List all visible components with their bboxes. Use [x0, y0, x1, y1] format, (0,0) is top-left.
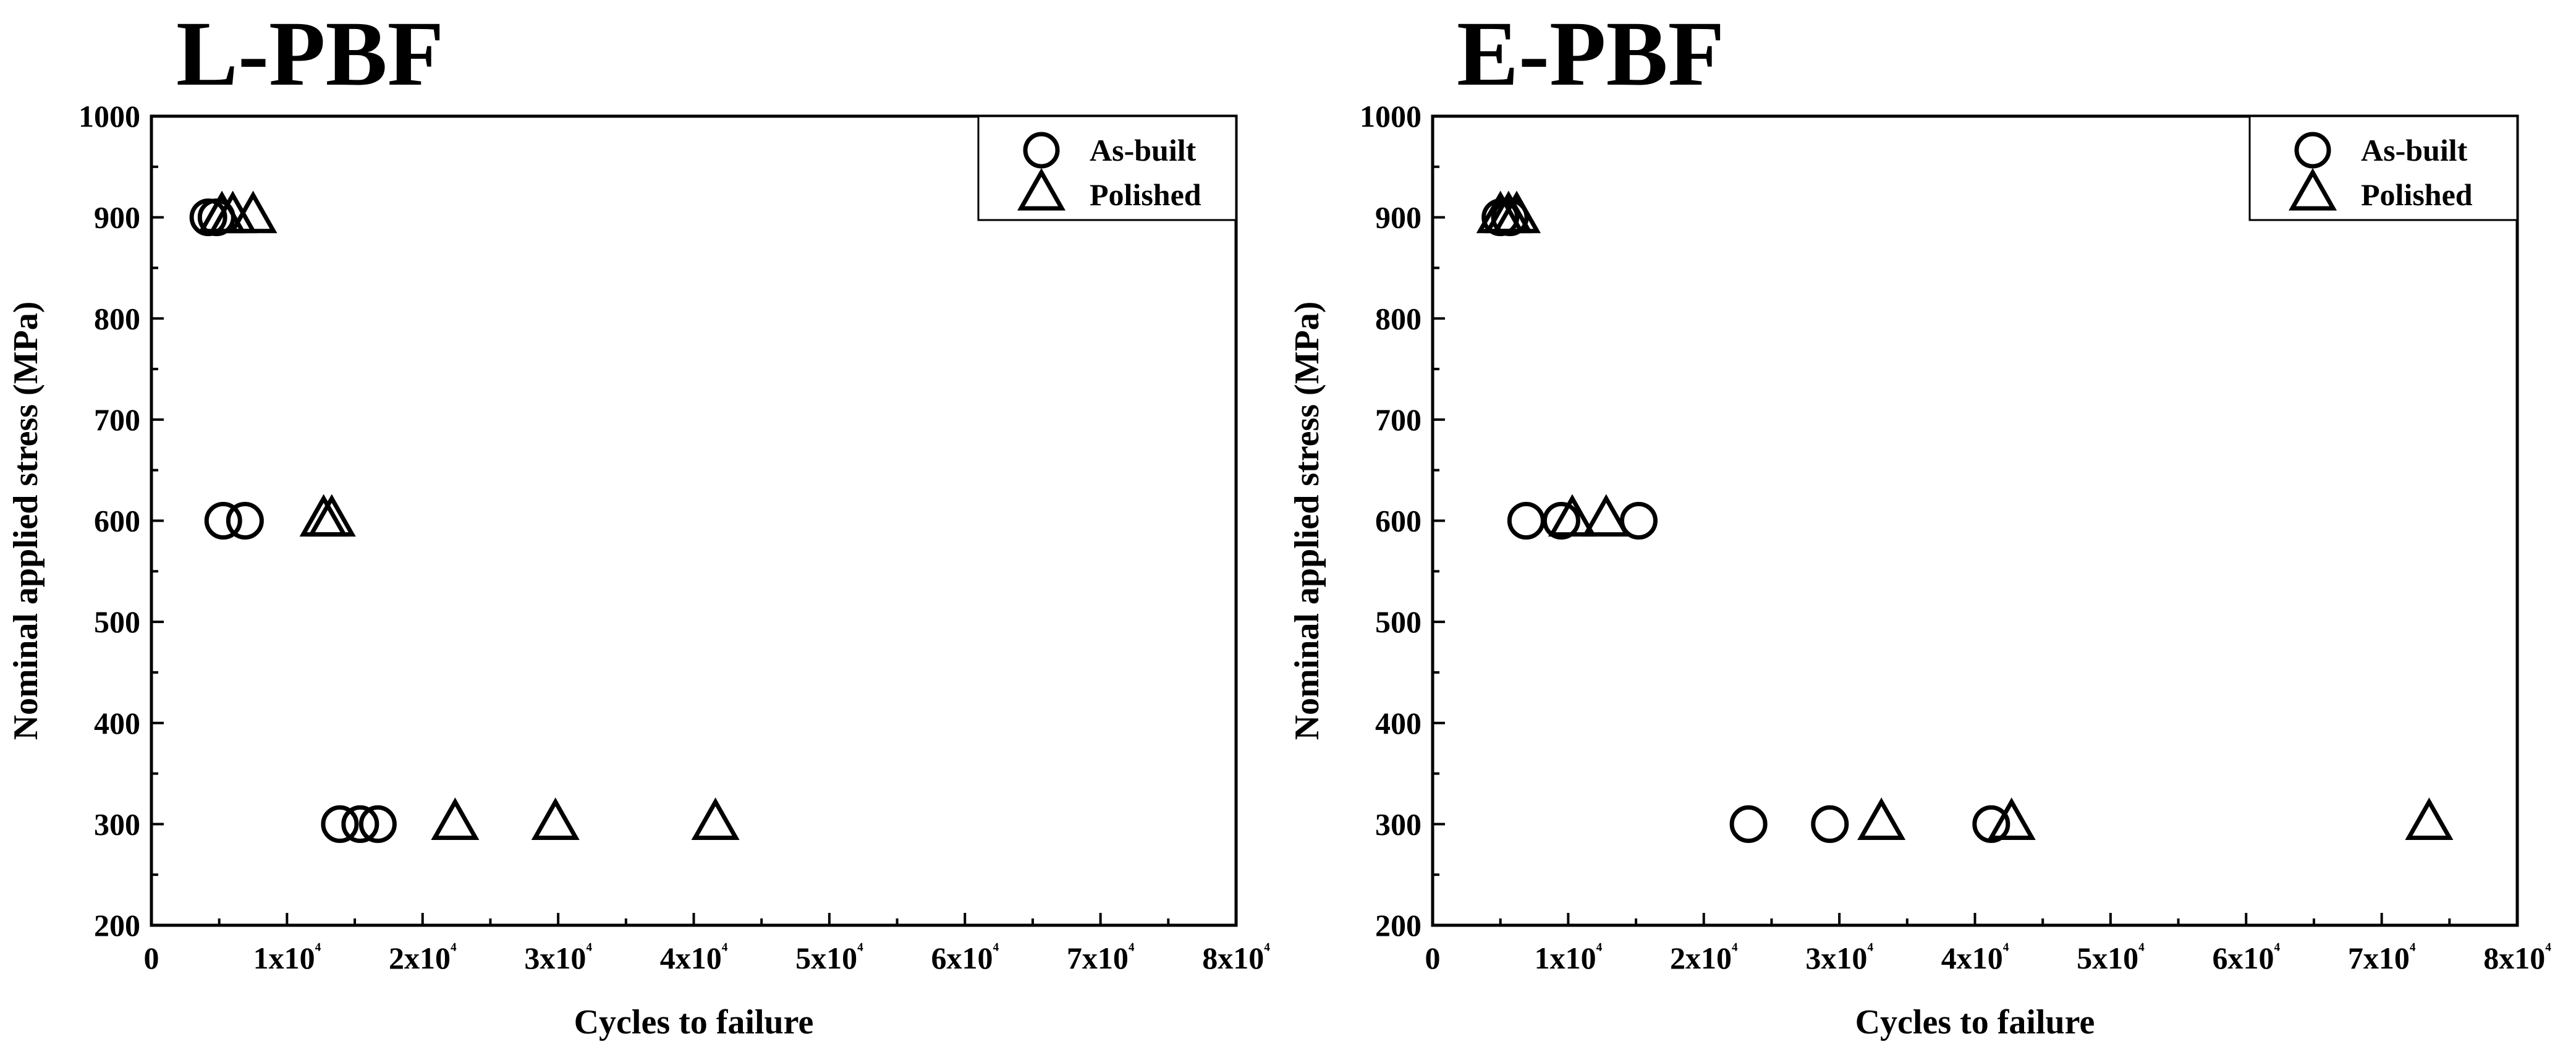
y-tick-label: 800	[94, 301, 140, 336]
plot-frame	[150, 114, 1238, 927]
y-tick-label: 1000	[78, 99, 140, 134]
legend: As-built Polished	[2248, 115, 2519, 221]
x-tick-label: 3x10⁴	[1805, 938, 1873, 975]
y-tick-label: 900	[94, 200, 140, 235]
legend-marker-circle	[2294, 132, 2331, 169]
x-tick-label: 4x10⁴	[1941, 938, 2009, 975]
data-point	[1542, 502, 1580, 540]
chart-title: L-PBF	[176, 2, 444, 105]
data-point	[1987, 797, 2036, 840]
data-point	[1507, 502, 1545, 540]
y-tick-label: 300	[1375, 807, 1421, 841]
x-tick-label: 2x10⁴	[389, 938, 457, 975]
data-point	[229, 190, 278, 234]
legend-label: Polished	[2361, 177, 2473, 212]
data-point	[1811, 805, 1849, 843]
y-tick-label: 500	[94, 604, 140, 639]
series-as-built	[189, 198, 397, 843]
y-tick-label: 700	[94, 402, 140, 437]
y-tick-label: 1000	[1360, 99, 1421, 134]
data-point	[358, 805, 397, 843]
legend-marker-triangle	[1017, 167, 1066, 211]
x-tick-label: 8x10⁴	[2483, 938, 2551, 975]
x-axis-label: Cycles to failure	[574, 1003, 814, 1041]
data-point	[2405, 797, 2454, 840]
y-axis-label: Nominal applied stress (MPa)	[7, 302, 45, 740]
x-axis-label: Cycles to failure	[1855, 1003, 2095, 1041]
data-point	[691, 797, 740, 840]
chart-panel-1: L-PBF 0 1x10⁴ 2x10⁴ 3x10⁴ 4x10⁴ 5x10⁴ 6x10⁴ 7x10…	[7, 2, 1270, 1041]
x-tick-label: 1x10⁴	[253, 938, 321, 975]
y-tick-label: 600	[1375, 504, 1421, 538]
data-point	[1582, 494, 1630, 537]
x-tick-label: 8x10⁴	[1202, 938, 1270, 975]
series-polished	[1476, 190, 2454, 840]
x-tick-label: 1x10⁴	[1535, 938, 1603, 975]
data-point	[341, 805, 379, 843]
y-tick-label: 200	[1375, 908, 1421, 943]
data-point	[1481, 198, 1520, 237]
data-point	[307, 494, 356, 537]
data-point	[1729, 805, 1768, 843]
y-tick-label: 500	[1375, 604, 1421, 639]
y-axis-label: Nominal applied stress (MPa)	[1288, 302, 1326, 740]
x-tick-label: 7x10⁴	[1067, 938, 1135, 975]
y-tick-label: 300	[94, 807, 140, 841]
data-point	[431, 797, 480, 840]
legend-marker-circle	[1023, 132, 1060, 169]
x-tick-label: 7x10⁴	[2348, 938, 2416, 975]
legend-label: As-built	[1090, 133, 1197, 167]
legend-box	[977, 115, 1237, 221]
data-point	[226, 502, 264, 540]
chart-title: E-PBF	[1457, 2, 1724, 105]
y-tick-label: 200	[94, 908, 140, 943]
x-tick-label: 5x10⁴	[795, 938, 863, 975]
x-tick-label: 6x10⁴	[931, 938, 999, 975]
data-point	[1619, 502, 1658, 540]
y-tick-label: 400	[94, 706, 140, 740]
x-tick-label: 0	[1425, 941, 1441, 975]
x-tick-label: 5x10⁴	[2077, 938, 2145, 975]
x-tick-label: 6x10⁴	[2212, 938, 2280, 975]
y-tick-label: 900	[1375, 200, 1421, 235]
data-point	[531, 797, 580, 840]
series-polished	[198, 190, 740, 840]
x-tick-label: 4x10⁴	[660, 938, 728, 975]
y-tick-label: 700	[1375, 402, 1421, 437]
data-point	[321, 805, 359, 843]
legend-marker-triangle	[2288, 167, 2337, 211]
y-tick-label: 400	[1375, 706, 1421, 740]
data-point	[1857, 797, 1906, 840]
data-point	[1492, 190, 1541, 234]
chart-panel-2: E-PBF 0 1x10⁴ 2x10⁴ 3x10⁴ 4x10⁴ 5x10⁴ 6x10⁴ 7x10…	[1288, 2, 2551, 1041]
x-tick-label: 0	[144, 941, 159, 975]
data-point	[1548, 494, 1596, 537]
data-point	[204, 502, 242, 540]
series-as-built	[1481, 198, 2010, 843]
y-tick-label: 600	[94, 504, 140, 538]
x-tick-label: 3x10⁴	[524, 938, 592, 975]
legend-label: Polished	[1090, 177, 1201, 212]
y-tick-label: 800	[1375, 301, 1421, 336]
x-tick-label: 2x10⁴	[1670, 938, 1738, 975]
legend: As-built Polished	[977, 115, 1237, 221]
data-point	[1972, 805, 2010, 843]
legend-label: As-built	[2361, 133, 2468, 167]
